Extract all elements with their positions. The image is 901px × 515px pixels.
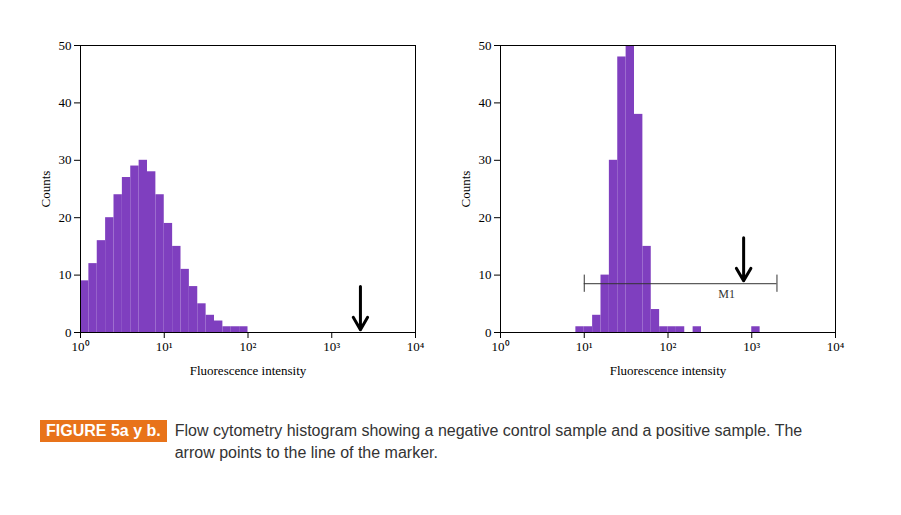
svg-text:Fluorescence intensity: Fluorescence intensity <box>610 363 727 378</box>
html-text:FIGURE 5a y b.: FIGURE 5a y b. <box>46 422 161 439</box>
svg-text:10²: 10² <box>240 339 257 354</box>
svg-text:20: 20 <box>479 210 492 225</box>
svg-text:10: 10 <box>479 267 492 282</box>
svg-text:M1: M1 <box>718 287 735 301</box>
svg-text:50: 50 <box>59 38 72 53</box>
svg-text:30: 30 <box>479 152 492 167</box>
svg-text:0: 0 <box>485 325 492 340</box>
svg-text:Counts: Counts <box>38 171 53 208</box>
svg-text:40: 40 <box>59 95 72 110</box>
svg-text:Counts: Counts <box>458 171 473 208</box>
svg-text:10³: 10³ <box>323 339 340 354</box>
svg-text:20: 20 <box>59 210 72 225</box>
svg-text:30: 30 <box>59 152 72 167</box>
svg-text:10²: 10² <box>660 339 677 354</box>
svg-text:Fluorescence intensity: Fluorescence intensity <box>190 363 307 378</box>
svg-text:50: 50 <box>479 38 492 53</box>
svg-text:10¹: 10¹ <box>576 339 593 354</box>
svg-text:10³: 10³ <box>743 339 760 354</box>
svg-text:40: 40 <box>479 95 492 110</box>
svg-text:10⁴: 10⁴ <box>407 339 425 354</box>
svg-text:10⁴: 10⁴ <box>827 339 845 354</box>
svg-text:10: 10 <box>59 267 72 282</box>
svg-text:0: 0 <box>65 325 72 340</box>
svg-text:10¹: 10¹ <box>156 339 173 354</box>
html-text:Flow cytometry histogram showi: Flow cytometry histogram showing a negat… <box>174 422 803 461</box>
svg-text:10⁰: 10⁰ <box>492 339 510 354</box>
svg-text:10⁰: 10⁰ <box>72 339 90 354</box>
